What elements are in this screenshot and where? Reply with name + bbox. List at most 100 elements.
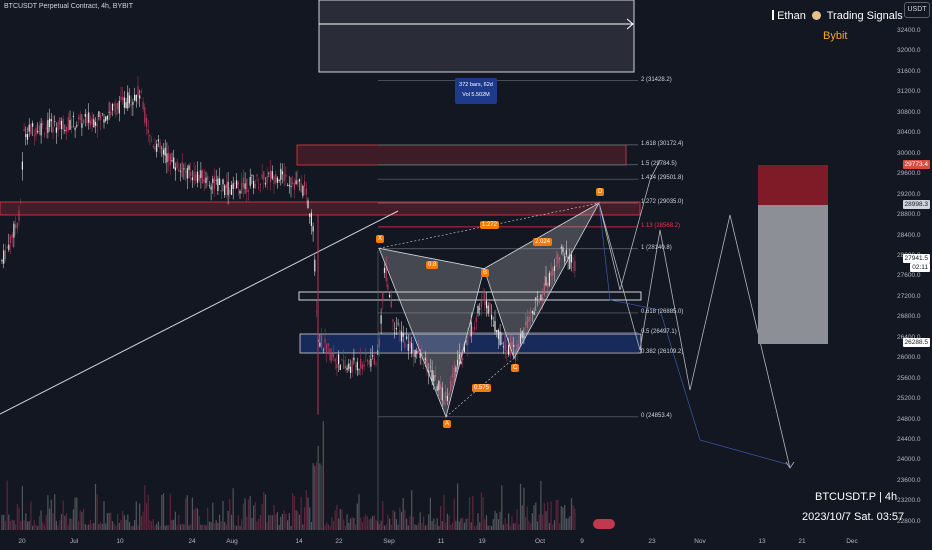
- candle-body: [365, 353, 367, 355]
- volume-bar: [521, 505, 523, 530]
- volume-bar: [188, 525, 190, 530]
- volume-bar: [479, 522, 481, 530]
- volume-bar: [232, 488, 234, 530]
- volume-bar: [168, 524, 170, 530]
- candle-body: [234, 182, 236, 184]
- candle-body: [247, 190, 250, 192]
- candle-body: [474, 327, 476, 330]
- candle-body: [140, 91, 142, 93]
- candle-body: [222, 179, 224, 185]
- volume-bar: [509, 525, 511, 530]
- volume-bar: [275, 514, 277, 530]
- candle-body: [455, 367, 457, 372]
- candle-body: [446, 395, 448, 401]
- volume-bar: [557, 499, 559, 530]
- candle-body: [76, 125, 78, 127]
- volume-bar: [389, 518, 391, 530]
- currency-button[interactable]: USDT: [904, 2, 930, 18]
- volume-bar: [179, 524, 182, 530]
- volume-bar: [166, 525, 168, 530]
- volume-bar: [283, 510, 285, 530]
- volume-bar: [30, 501, 32, 530]
- candle-body: [355, 365, 357, 367]
- volume-bar: [429, 497, 431, 530]
- volume-bar: [106, 513, 108, 530]
- candle-body: [509, 342, 511, 356]
- fib-label: 1 (28140.8): [641, 244, 672, 251]
- volume-bar: [370, 518, 372, 530]
- chart-title: BTCUSDT Perpetual Contract, 4h, BYBIT: [4, 3, 134, 10]
- candle-body: [55, 127, 57, 133]
- volume-bar: [550, 501, 552, 530]
- volume-bar: [91, 523, 93, 530]
- candle-body: [6, 247, 8, 249]
- volume-bar: [400, 511, 403, 530]
- volume-bar: [338, 518, 340, 530]
- candle-body: [77, 117, 80, 119]
- volume-bar: [74, 497, 76, 530]
- volume-bar: [312, 463, 314, 530]
- volume-bar: [453, 498, 455, 530]
- volume-bar: [462, 517, 464, 530]
- price-tick: 28800.0: [897, 211, 921, 219]
- candle-body: [293, 183, 295, 190]
- price-label: 26288.5: [902, 338, 930, 348]
- volume-bar: [258, 518, 260, 530]
- candle-body: [173, 157, 175, 169]
- volume-bar: [229, 499, 231, 530]
- candle-body: [156, 143, 158, 152]
- volume-bar: [67, 525, 69, 530]
- toggle-icon[interactable]: [593, 519, 615, 529]
- volume-bar: [251, 517, 253, 530]
- volume-bar: [480, 492, 482, 530]
- volume-bar: [93, 522, 95, 530]
- volume-bar: [72, 509, 74, 530]
- candle-body: [560, 246, 562, 249]
- price-tick: 29600.0: [897, 170, 921, 178]
- volume-bar: [122, 510, 124, 530]
- candle-body: [64, 129, 66, 132]
- candle-body: [144, 107, 146, 123]
- volume-bar: [525, 517, 527, 530]
- candle-body: [433, 375, 435, 382]
- candle-body: [261, 174, 263, 179]
- volume-bar: [130, 525, 132, 530]
- volume-bar: [315, 462, 318, 530]
- candle-body: [225, 184, 227, 189]
- time-tick: 23: [648, 538, 656, 545]
- candle-body: [254, 183, 256, 189]
- candle-body: [3, 250, 5, 264]
- volume-bar: [128, 522, 131, 530]
- volume-bar: [443, 494, 445, 530]
- candle-body: [106, 115, 108, 120]
- volume-bar: [451, 522, 454, 530]
- candle-body: [164, 147, 166, 156]
- volume-bar: [263, 491, 265, 530]
- candle-body: [321, 334, 323, 348]
- volume-bar: [545, 511, 547, 530]
- candle-body: [569, 254, 571, 269]
- candle-body: [475, 317, 477, 323]
- candle-body: [45, 127, 47, 129]
- candle-body: [453, 367, 455, 383]
- candle-body: [241, 182, 243, 194]
- fib-label: 1.414 (29501.8): [641, 175, 684, 182]
- candle-body: [9, 236, 12, 243]
- candle-body: [271, 171, 273, 179]
- candle-body: [385, 265, 387, 282]
- fib-label: 1.618 (30172.4): [641, 140, 684, 147]
- pattern-tag: 0.575: [472, 384, 492, 392]
- volume-bar: [253, 505, 255, 530]
- volume-bar: [200, 524, 202, 530]
- volume-bar: [198, 515, 200, 530]
- volume-bar: [353, 518, 355, 530]
- candle-body: [244, 183, 246, 189]
- candle-body: [101, 113, 103, 114]
- candle-body: [69, 119, 71, 130]
- candle-body: [132, 102, 134, 105]
- volume-bar: [458, 521, 460, 530]
- volume-bar: [482, 496, 484, 530]
- volume-bar: [343, 519, 345, 530]
- candle-body: [463, 344, 465, 353]
